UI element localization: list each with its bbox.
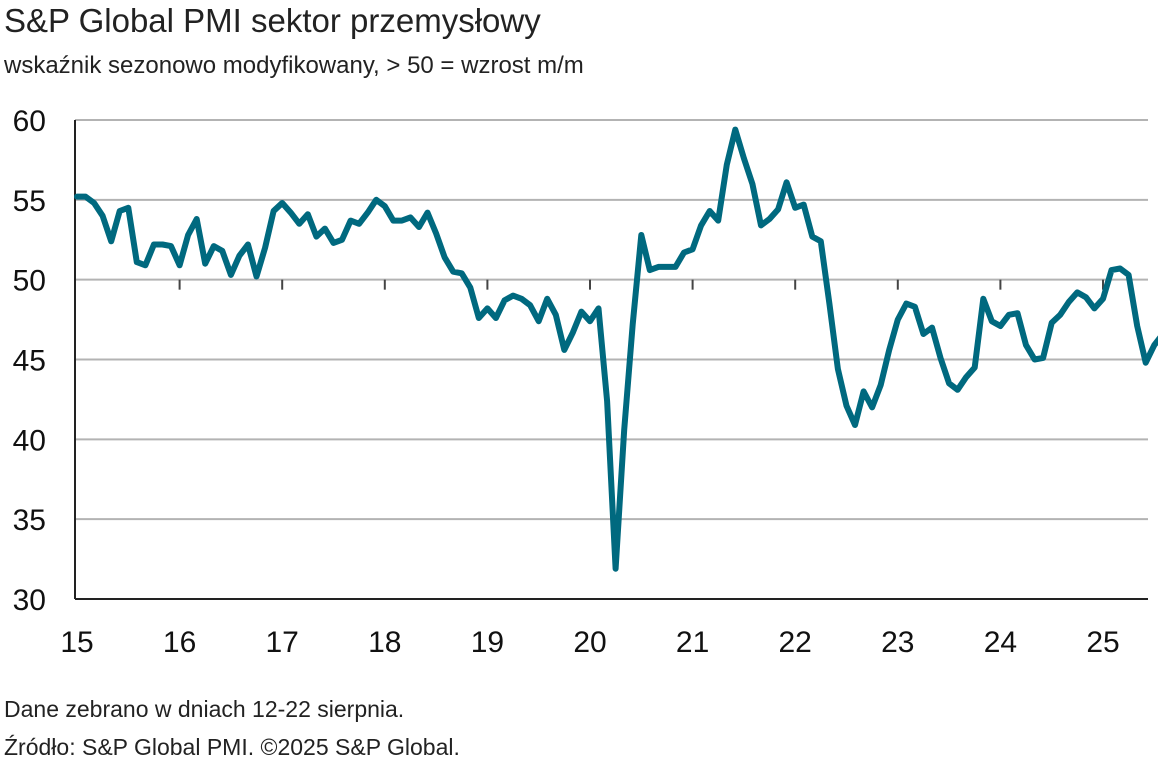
x-tick-label-24: 24 <box>984 626 1017 659</box>
x-tick-label-20: 20 <box>573 626 606 659</box>
series-group <box>74 126 1158 572</box>
x-tick-label-19: 19 <box>471 626 504 659</box>
y-tick-label-60: 60 <box>13 105 46 138</box>
x-tick-label-23: 23 <box>881 626 914 659</box>
y-tick-label-55: 55 <box>13 185 46 218</box>
y-tick-label-45: 45 <box>13 345 46 378</box>
x-tick-label-22: 22 <box>779 626 812 659</box>
x-tick-label-16: 16 <box>163 626 196 659</box>
x-tick-label-18: 18 <box>368 626 401 659</box>
y-tick-labels: 30 35 40 45 50 55 60 <box>13 105 46 617</box>
series-line-0 <box>74 126 1158 572</box>
y-tick-label-35: 35 <box>13 504 46 537</box>
chart-title: S&P Global PMI sektor przemysłowy <box>4 2 541 39</box>
y-tick-label-40: 40 <box>13 424 46 457</box>
y-tick-label-50: 50 <box>13 265 46 298</box>
pmi-line-chart: 30 35 40 45 50 55 60 15 16 17 18 19 20 21 22 23 24 25 <box>13 105 1158 659</box>
x-tick-labels: 15 16 17 18 19 20 21 22 23 24 25 <box>60 626 1119 659</box>
axes <box>74 120 1148 600</box>
y-tick-label-30: 30 <box>13 584 46 617</box>
x-tick-label-25: 25 <box>1086 626 1119 659</box>
x-tick-label-15: 15 <box>60 626 93 659</box>
x-tick-label-17: 17 <box>266 626 299 659</box>
x-tick-label-21: 21 <box>676 626 709 659</box>
footer-source: Źródło: S&P Global PMI. ©2025 S&P Global… <box>4 734 460 760</box>
chart-subtitle: wskaźnik sezonowo modyfikowany, > 50 = w… <box>4 52 584 79</box>
footer-note: Dane zebrano w dniach 12-22 sierpnia. <box>4 696 405 722</box>
